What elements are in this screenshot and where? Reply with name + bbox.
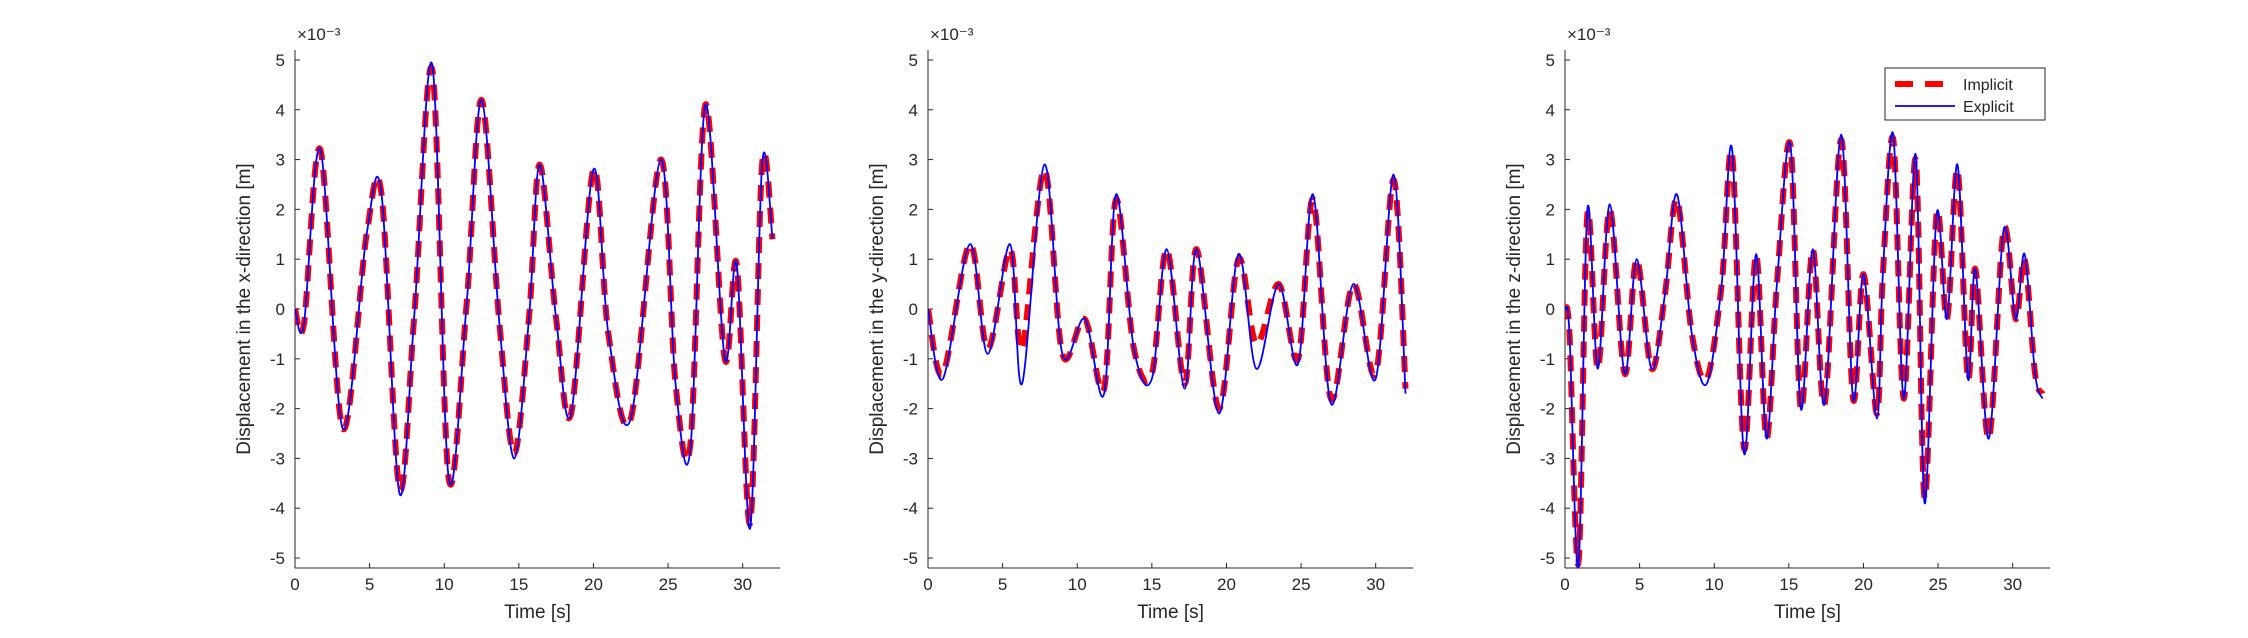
y-tick-label: 5: [1546, 51, 1555, 70]
y-tick-label: 5: [276, 51, 285, 70]
x-tick-label: 0: [923, 575, 932, 594]
x-tick-label: 15: [1142, 575, 1161, 594]
x-tick-label: 20: [1854, 575, 1873, 594]
y-tick-label: -2: [270, 400, 285, 419]
legend: Implicit Explicit: [1884, 67, 2046, 121]
y-tick-label: 0: [276, 300, 285, 319]
x-tick-label: 10: [1068, 575, 1087, 594]
y-tick-label: 0: [909, 300, 918, 319]
x-tick-label: 25: [1929, 575, 1948, 594]
series-line-explicit: [928, 163, 1407, 415]
y-axis-label: Displacement in the y-direction [m]: [867, 163, 888, 454]
y-tick-label: 2: [909, 200, 918, 219]
y-tick-label: 3: [1546, 151, 1555, 170]
x-tick-label: 0: [1560, 575, 1569, 594]
y-tick-label: 4: [909, 101, 918, 120]
x-tick-label: 10: [1705, 575, 1724, 594]
legend-label-explicit: Explicit: [1963, 99, 2014, 116]
exponent-label: ×10⁻³: [297, 25, 341, 44]
series-line-implicit: [295, 64, 776, 527]
y-tick-label: 4: [276, 101, 285, 120]
y-tick-label: 2: [276, 200, 285, 219]
y-tick-label: -3: [903, 449, 918, 468]
x-tick-label: 30: [1366, 575, 1385, 594]
x-tick-label: 15: [1779, 575, 1798, 594]
y-tick-label: -4: [903, 499, 918, 518]
x-axis-label: Time [s]: [504, 602, 571, 623]
x-tick-label: 20: [584, 575, 603, 594]
y-tick-label: -4: [270, 499, 285, 518]
series-line-explicit: [1565, 131, 2044, 568]
x-tick-label: 30: [2003, 575, 2022, 594]
exponent-label: ×10⁻³: [930, 25, 974, 44]
y-tick-label: 1: [276, 250, 285, 269]
x-axis-label: Time [s]: [1774, 602, 1841, 623]
x-tick-label: 30: [733, 575, 752, 594]
y-tick-label: -5: [903, 549, 918, 568]
y-tick-label: -1: [270, 350, 285, 369]
x-tick-label: 15: [509, 575, 528, 594]
y-tick-label: -4: [1540, 499, 1555, 518]
y-tick-label: -1: [1540, 350, 1555, 369]
y-tick-label: 0: [1546, 300, 1555, 319]
x-tick-label: 5: [1635, 575, 1644, 594]
y-tick-label: -2: [903, 400, 918, 419]
x-axis-label: Time [s]: [1137, 602, 1204, 623]
x-tick-label: 0: [290, 575, 299, 594]
y-tick-label: -3: [1540, 449, 1555, 468]
x-tick-label: 25: [659, 575, 678, 594]
y-tick-label: 3: [276, 151, 285, 170]
y-axis-label: Displacement in the z-direction [m]: [1504, 163, 1525, 454]
chart-panel-2: 0 5 10 15 20 25 30 -5 -4 -3 -2 -1 0 1 2 3 4 5 ×10⁻³ Time [s…: [867, 25, 1413, 623]
y-tick-label: 5: [909, 51, 918, 70]
legend-label-implicit: Implicit: [1963, 77, 2013, 94]
y-tick-label: 1: [909, 250, 918, 269]
chart-panel-1: 0 5 10 15 20 25 30 -5 -4 -3 -2 -1 0 1 2 3 4 5 ×10⁻³ Time [s…: [234, 25, 780, 623]
y-tick-label: 3: [909, 151, 918, 170]
y-axis-label: Displacement in the x-direction [m]: [234, 163, 255, 454]
y-tick-label: 2: [1546, 200, 1555, 219]
y-tick-label: -3: [270, 449, 285, 468]
y-tick-label: 1: [1546, 250, 1555, 269]
legend-box: [1884, 67, 2046, 121]
series-line-explicit: [295, 61, 774, 530]
x-tick-label: 20: [1217, 575, 1236, 594]
x-tick-label: 10: [435, 575, 454, 594]
x-tick-label: 5: [365, 575, 374, 594]
y-tick-label: -5: [270, 549, 285, 568]
y-tick-label: 4: [1546, 101, 1555, 120]
x-tick-label: 25: [1292, 575, 1311, 594]
y-tick-label: -2: [1540, 400, 1555, 419]
x-tick-label: 5: [998, 575, 1007, 594]
exponent-label: ×10⁻³: [1567, 25, 1611, 44]
y-tick-label: -1: [903, 350, 918, 369]
chart-panel-3: 0 5 10 15 20 25 30 -5 -4 -3 -2 -1 0 1 2 3 4 5 ×10⁻³ Time [s…: [1504, 25, 2050, 623]
y-tick-label: -5: [1540, 549, 1555, 568]
